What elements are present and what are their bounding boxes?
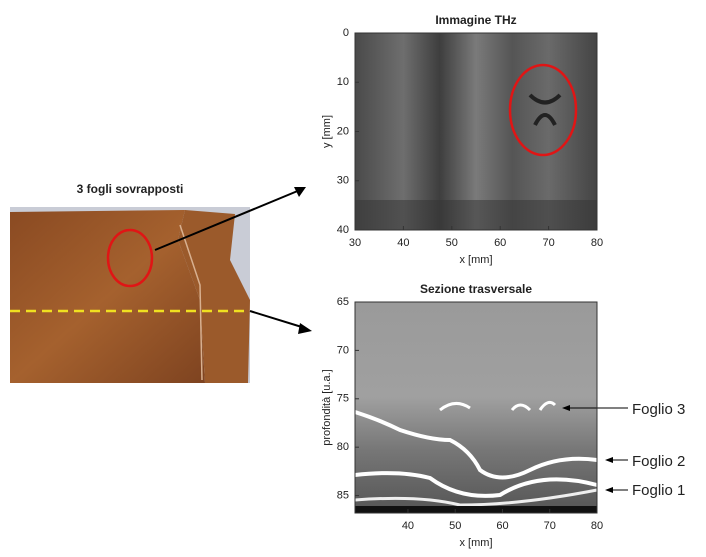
x-axis-label: x [mm] — [460, 254, 493, 266]
x-tick-label: 80 — [591, 237, 603, 249]
thz-image-band — [355, 200, 597, 230]
x-tick-label: 50 — [446, 237, 458, 249]
x-tick-label: 80 — [591, 520, 603, 532]
y-tick-label: 0 — [343, 27, 349, 39]
figure: 3 fogli sovrapposti Foglio 3 Foglio 2 Fo… — [0, 0, 706, 557]
y-tick-label: 40 — [337, 224, 349, 236]
annotation: Foglio 2 — [632, 453, 685, 470]
sheet — [10, 210, 205, 383]
x-tick-label: 60 — [494, 237, 506, 249]
arrow-head — [298, 323, 312, 334]
x-axis-label: x [mm] — [460, 537, 493, 549]
panel-title: Sezione trasversale — [420, 282, 532, 296]
panel-title: Immagine THz — [435, 13, 516, 27]
section-bottom — [355, 506, 597, 513]
x-tick-label: 50 — [449, 520, 461, 532]
annotation: Foglio 3 — [632, 401, 685, 418]
x-tick-label: 60 — [496, 520, 508, 532]
arrow — [250, 311, 305, 328]
annotation: Foglio 1 — [632, 482, 685, 499]
x-tick-label: 40 — [402, 520, 414, 532]
y-axis-label: profondità [u.a.] — [321, 369, 333, 445]
y-tick-label: 20 — [337, 125, 349, 137]
y-tick-label: 80 — [337, 441, 349, 453]
x-tick-label: 40 — [397, 237, 409, 249]
y-tick-label: 70 — [337, 344, 349, 356]
y-tick-label: 30 — [337, 175, 349, 187]
x-tick-label: 70 — [542, 237, 554, 249]
y-axis-label: y [mm] — [321, 115, 333, 148]
arrow-head — [605, 487, 613, 493]
y-tick-label: 10 — [337, 76, 349, 88]
x-tick-label: 70 — [544, 520, 556, 532]
y-tick-label: 75 — [337, 393, 349, 405]
x-tick-label: 30 — [349, 237, 361, 249]
y-tick-label: 85 — [337, 489, 349, 501]
arrow-head — [605, 457, 613, 463]
photo-title: 3 fogli sovrapposti — [77, 182, 184, 196]
y-tick-label: 65 — [337, 296, 349, 308]
